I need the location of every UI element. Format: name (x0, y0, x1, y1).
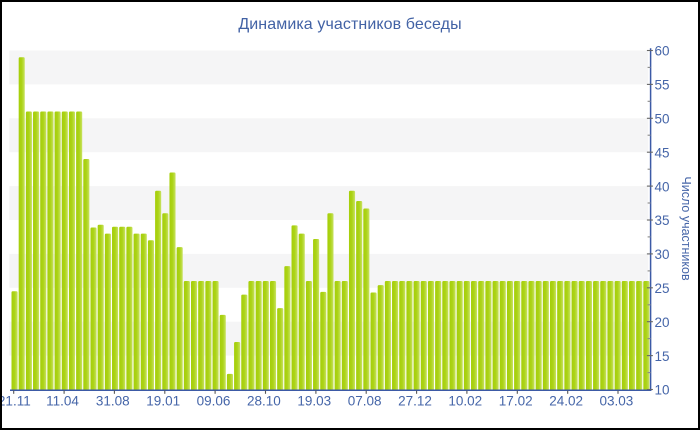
svg-text:17.02: 17.02 (499, 394, 533, 409)
svg-text:07.08: 07.08 (348, 394, 382, 409)
svg-text:10.02: 10.02 (448, 394, 482, 409)
svg-text:Динамика участников беседы: Динамика участников беседы (238, 16, 461, 33)
svg-text:31.08: 31.08 (96, 394, 130, 409)
svg-text:11.04: 11.04 (46, 394, 79, 409)
svg-text:50: 50 (655, 112, 670, 127)
svg-text:21.11: 21.11 (0, 394, 31, 409)
svg-text:24.02: 24.02 (549, 394, 583, 409)
svg-text:19.01: 19.01 (146, 394, 180, 409)
svg-text:27.12: 27.12 (398, 394, 432, 409)
svg-text:55: 55 (655, 78, 670, 93)
svg-text:10: 10 (655, 383, 670, 398)
svg-text:45: 45 (655, 145, 670, 160)
svg-text:19.03: 19.03 (297, 394, 331, 409)
svg-text:03.03: 03.03 (600, 394, 634, 409)
svg-text:Число участников: Число участников (679, 176, 693, 281)
svg-text:09.06: 09.06 (197, 394, 231, 409)
svg-text:15: 15 (655, 349, 670, 364)
svg-text:60: 60 (655, 44, 670, 59)
svg-text:28.10: 28.10 (247, 394, 281, 409)
svg-text:25: 25 (655, 281, 670, 296)
svg-text:30: 30 (655, 247, 670, 262)
svg-text:40: 40 (655, 179, 670, 194)
svg-text:35: 35 (655, 213, 670, 228)
svg-text:20: 20 (655, 315, 670, 330)
